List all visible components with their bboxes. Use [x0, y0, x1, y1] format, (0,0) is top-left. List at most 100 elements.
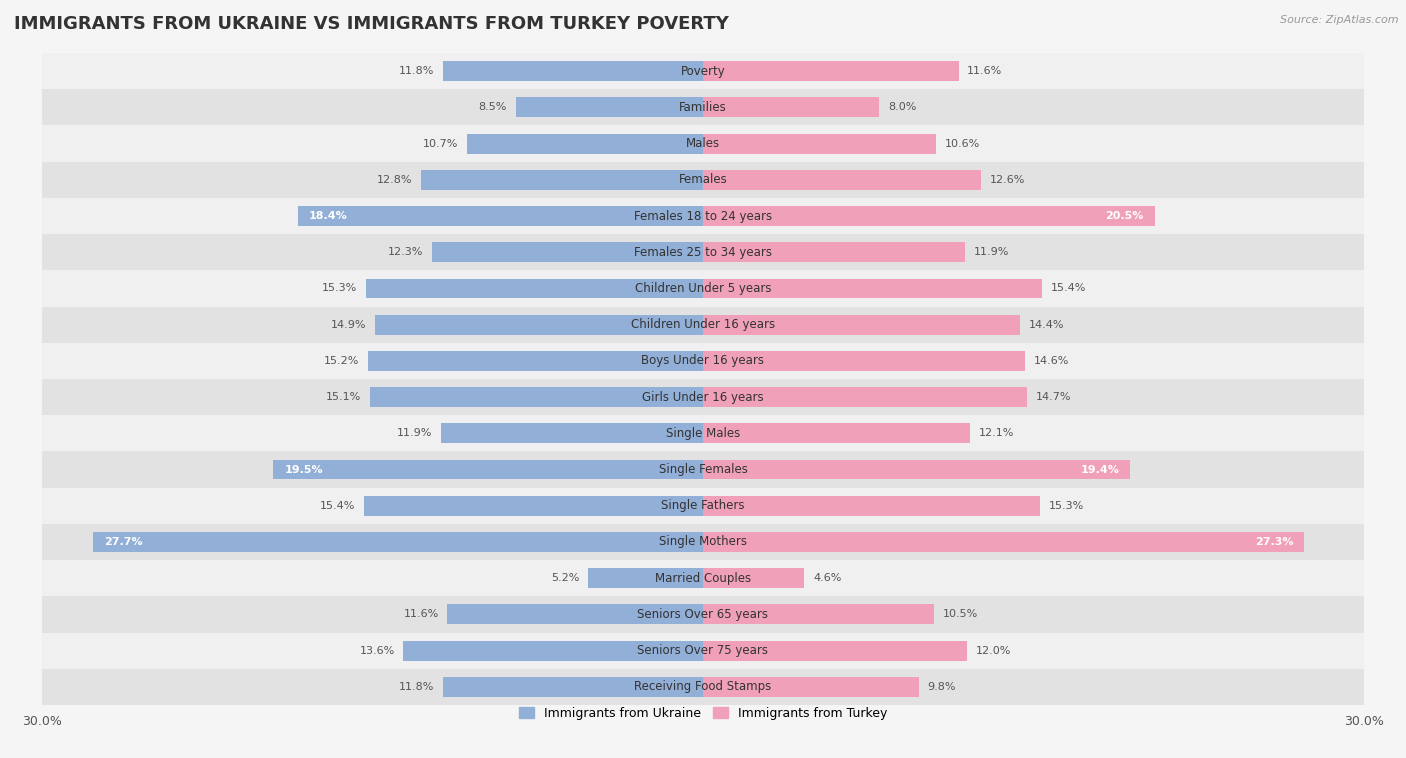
Text: 10.6%: 10.6% [945, 139, 980, 149]
Bar [42, 161, 1364, 198]
Bar [447, 604, 703, 625]
Text: 14.7%: 14.7% [1036, 392, 1071, 402]
Legend: Immigrants from Ukraine, Immigrants from Turkey: Immigrants from Ukraine, Immigrants from… [513, 702, 893, 725]
Text: 15.3%: 15.3% [322, 283, 357, 293]
Text: Males: Males [686, 137, 720, 150]
Text: 10.5%: 10.5% [943, 609, 979, 619]
Text: Boys Under 16 years: Boys Under 16 years [641, 355, 765, 368]
Text: 19.4%: 19.4% [1080, 465, 1119, 475]
Text: Single Females: Single Females [658, 463, 748, 476]
Bar [441, 424, 703, 443]
Text: Single Fathers: Single Fathers [661, 500, 745, 512]
Text: Girls Under 16 years: Girls Under 16 years [643, 390, 763, 403]
Bar [703, 677, 920, 697]
Bar [703, 604, 934, 625]
Bar [420, 170, 703, 190]
Bar [42, 89, 1364, 126]
Text: 19.5%: 19.5% [284, 465, 323, 475]
Bar [703, 315, 1021, 334]
Bar [516, 98, 703, 117]
Text: 4.6%: 4.6% [813, 573, 842, 583]
Text: 11.8%: 11.8% [399, 682, 434, 692]
Text: Receiving Food Stamps: Receiving Food Stamps [634, 681, 772, 694]
Bar [589, 568, 703, 588]
Bar [703, 278, 1042, 299]
Text: 15.4%: 15.4% [1052, 283, 1087, 293]
Bar [703, 532, 1305, 552]
Text: 8.0%: 8.0% [889, 102, 917, 112]
Bar [42, 487, 1364, 524]
Bar [42, 343, 1364, 379]
Text: 11.9%: 11.9% [396, 428, 432, 438]
Bar [42, 379, 1364, 415]
Text: 12.6%: 12.6% [990, 175, 1025, 185]
Text: Single Mothers: Single Mothers [659, 535, 747, 549]
Text: Females: Females [679, 174, 727, 186]
Bar [443, 61, 703, 81]
Text: 9.8%: 9.8% [928, 682, 956, 692]
Bar [703, 206, 1154, 226]
Text: 12.8%: 12.8% [377, 175, 412, 185]
Bar [366, 278, 703, 299]
Bar [42, 524, 1364, 560]
Text: Seniors Over 75 years: Seniors Over 75 years [637, 644, 769, 657]
Text: 27.7%: 27.7% [104, 537, 142, 547]
Bar [364, 496, 703, 515]
Text: 13.6%: 13.6% [360, 646, 395, 656]
Bar [703, 424, 970, 443]
Bar [42, 452, 1364, 487]
Bar [42, 234, 1364, 271]
Bar [42, 53, 1364, 89]
Bar [42, 415, 1364, 452]
Bar [703, 387, 1026, 407]
Text: 11.9%: 11.9% [974, 247, 1010, 257]
Bar [42, 198, 1364, 234]
Bar [703, 641, 967, 660]
Text: 15.1%: 15.1% [326, 392, 361, 402]
Bar [703, 496, 1040, 515]
Text: 12.0%: 12.0% [976, 646, 1011, 656]
Bar [273, 459, 703, 480]
Bar [375, 315, 703, 334]
Bar [432, 243, 703, 262]
Bar [703, 170, 980, 190]
Bar [404, 641, 703, 660]
Text: Children Under 16 years: Children Under 16 years [631, 318, 775, 331]
Bar [370, 387, 703, 407]
Text: 5.2%: 5.2% [551, 573, 579, 583]
Bar [42, 560, 1364, 597]
Text: 27.3%: 27.3% [1254, 537, 1294, 547]
Text: 12.3%: 12.3% [388, 247, 423, 257]
Text: Married Couples: Married Couples [655, 572, 751, 584]
Text: 15.3%: 15.3% [1049, 501, 1084, 511]
Bar [703, 568, 804, 588]
Text: 18.4%: 18.4% [309, 211, 347, 221]
Bar [42, 126, 1364, 161]
Text: Children Under 5 years: Children Under 5 years [634, 282, 772, 295]
Text: IMMIGRANTS FROM UKRAINE VS IMMIGRANTS FROM TURKEY POVERTY: IMMIGRANTS FROM UKRAINE VS IMMIGRANTS FR… [14, 15, 728, 33]
Text: Seniors Over 65 years: Seniors Over 65 years [637, 608, 769, 621]
Text: Poverty: Poverty [681, 64, 725, 77]
Text: 15.2%: 15.2% [323, 356, 360, 366]
Bar [703, 61, 959, 81]
Text: Families: Families [679, 101, 727, 114]
Text: 15.4%: 15.4% [319, 501, 354, 511]
Text: 14.9%: 14.9% [330, 320, 366, 330]
Text: Single Males: Single Males [666, 427, 740, 440]
Bar [368, 351, 703, 371]
Text: 11.6%: 11.6% [404, 609, 439, 619]
Bar [93, 532, 703, 552]
Bar [42, 271, 1364, 306]
Bar [443, 677, 703, 697]
Bar [42, 669, 1364, 705]
Text: 14.4%: 14.4% [1029, 320, 1064, 330]
Bar [703, 133, 936, 154]
Text: 10.7%: 10.7% [423, 139, 458, 149]
Bar [298, 206, 703, 226]
Text: 11.6%: 11.6% [967, 66, 1002, 76]
Bar [703, 459, 1130, 480]
Bar [703, 351, 1025, 371]
Text: 11.8%: 11.8% [399, 66, 434, 76]
Bar [703, 98, 879, 117]
Text: 8.5%: 8.5% [478, 102, 508, 112]
